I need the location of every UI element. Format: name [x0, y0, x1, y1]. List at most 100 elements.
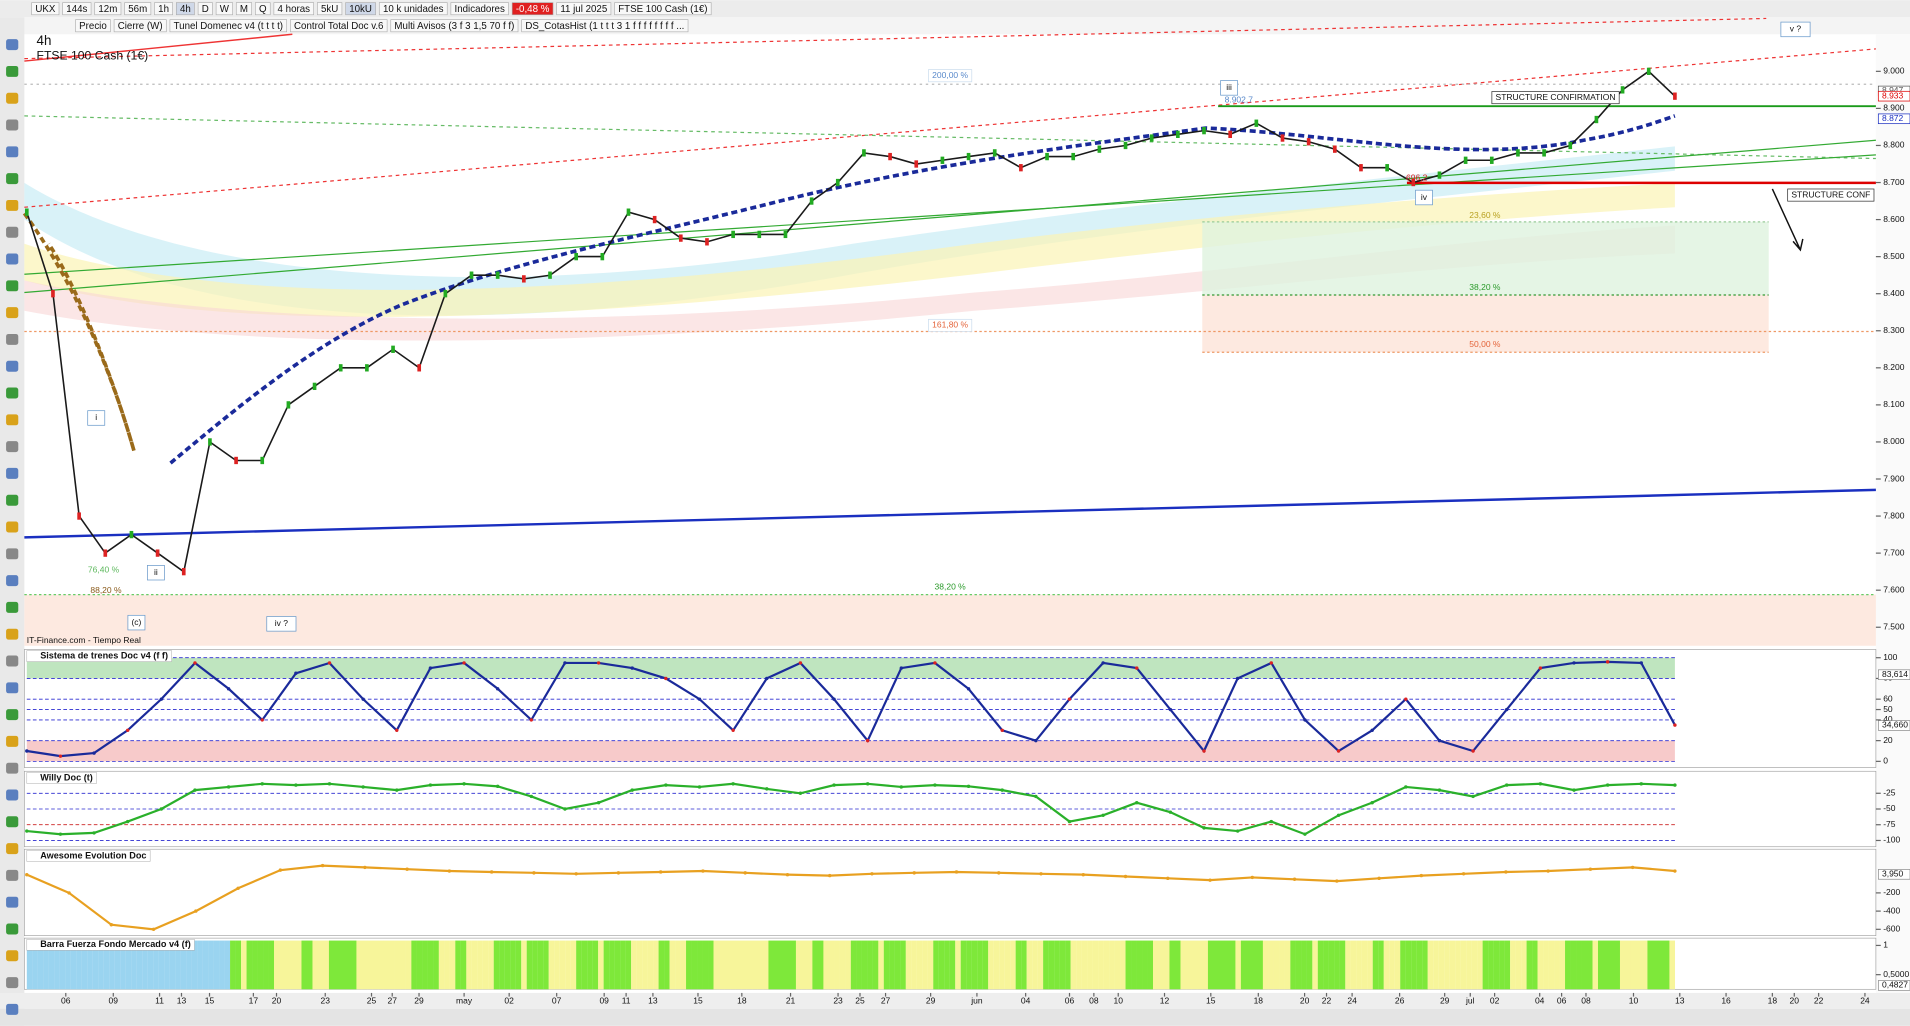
- oscillator-point: [327, 661, 332, 665]
- tool-icon[interactable]: [6, 467, 19, 479]
- tool-icon[interactable]: [6, 1003, 19, 1015]
- button[interactable]: [290, 19, 388, 33]
- button[interactable]: [317, 2, 343, 16]
- button-label[interactable]: 10kU: [349, 4, 372, 15]
- button[interactable]: [390, 19, 519, 33]
- tool-icon[interactable]: [6, 977, 19, 989]
- y-tick-label: 60: [1883, 693, 1893, 703]
- tool-icon[interactable]: [6, 199, 19, 211]
- tool-icon[interactable]: [6, 735, 19, 747]
- button[interactable]: [197, 2, 213, 16]
- button-label[interactable]: Indicadores: [455, 4, 505, 15]
- button-label[interactable]: 1h: [158, 4, 169, 15]
- button[interactable]: [154, 2, 173, 16]
- tool-icon[interactable]: [6, 333, 19, 345]
- tool-icon[interactable]: [6, 843, 19, 855]
- button-label[interactable]: 4 horas: [278, 4, 311, 15]
- tool-icon[interactable]: [6, 628, 19, 640]
- tool-icon[interactable]: [6, 655, 19, 667]
- button-label[interactable]: FTSE 100 Cash (1€): [618, 4, 707, 15]
- source: IT-Finance.com - Tiempo Real: [27, 635, 141, 645]
- tool-icon[interactable]: [6, 923, 19, 935]
- strength-bar: [900, 940, 906, 990]
- button[interactable]: [378, 2, 448, 16]
- button-label[interactable]: Q: [259, 4, 267, 15]
- tool-icon[interactable]: [6, 226, 19, 238]
- oscillator-point: [664, 676, 668, 681]
- tool-icon[interactable]: [6, 146, 19, 158]
- oscillator-point: [664, 783, 668, 787]
- tool-icon[interactable]: [6, 548, 19, 560]
- tool-icon[interactable]: [6, 253, 19, 265]
- strength-bar: [526, 940, 533, 990]
- button[interactable]: [235, 2, 252, 16]
- button[interactable]: [176, 2, 195, 16]
- button[interactable]: [75, 19, 111, 33]
- button-label[interactable]: Tunel Domenec v4 (t t t t): [174, 21, 283, 32]
- button-label[interactable]: Cierre (W): [118, 21, 163, 32]
- button[interactable]: [62, 2, 92, 16]
- tool-icon[interactable]: [6, 601, 19, 613]
- tool-icon[interactable]: [6, 414, 19, 426]
- tool-icon[interactable]: [6, 92, 19, 104]
- tool-icon[interactable]: [6, 39, 19, 51]
- button[interactable]: [450, 2, 509, 16]
- tool-icon[interactable]: [6, 119, 19, 131]
- tool-icon[interactable]: [6, 387, 19, 399]
- tool-icon[interactable]: [6, 173, 19, 185]
- button-label[interactable]: Multi Avisos (3 f 3 1,5 70 f f): [394, 21, 514, 32]
- strength-bar: [389, 940, 395, 990]
- button-label[interactable]: 11 jul 2025: [560, 4, 607, 15]
- strength-bar: [175, 940, 181, 990]
- strength-bar: [383, 940, 390, 990]
- button-label[interactable]: -0,48 %: [516, 4, 550, 15]
- tool-icon[interactable]: [6, 682, 19, 694]
- tool-icon[interactable]: [6, 789, 19, 801]
- strength-bar: [460, 940, 467, 990]
- tool-icon[interactable]: [6, 762, 19, 774]
- button-label[interactable]: 4h: [180, 4, 191, 15]
- button-label[interactable]: DS_CotasHist (1 t t t 3 1 f f f f f f f …: [525, 21, 684, 32]
- button[interactable]: [31, 2, 60, 16]
- button-label[interactable]: Precio: [79, 21, 107, 32]
- strength-bar: [1202, 940, 1209, 990]
- button-label[interactable]: 10 k unidades: [383, 4, 444, 15]
- tool-icon[interactable]: [6, 816, 19, 828]
- tool-icon[interactable]: [6, 950, 19, 962]
- button[interactable]: [273, 2, 314, 16]
- button[interactable]: [113, 19, 167, 33]
- tool-icon[interactable]: [6, 869, 19, 881]
- tool-icon[interactable]: [6, 280, 19, 292]
- tool-icon[interactable]: [6, 360, 19, 372]
- x-tick-label: 18: [1768, 996, 1778, 1006]
- button-label[interactable]: 144s: [66, 4, 87, 15]
- tool-icon[interactable]: [6, 494, 19, 506]
- button[interactable]: [255, 2, 271, 16]
- button[interactable]: [511, 2, 554, 16]
- button[interactable]: [345, 2, 376, 16]
- strength-bar: [295, 940, 302, 990]
- tool-icon[interactable]: [6, 307, 19, 319]
- button[interactable]: [614, 2, 712, 16]
- button[interactable]: [521, 19, 689, 33]
- button[interactable]: [215, 2, 233, 16]
- button-label[interactable]: 12m: [98, 4, 117, 15]
- button-label[interactable]: Control Total Doc v.6: [294, 21, 383, 32]
- tool-icon[interactable]: [6, 521, 19, 533]
- tool-icon[interactable]: [6, 709, 19, 721]
- button[interactable]: [124, 2, 152, 16]
- button[interactable]: [94, 2, 122, 16]
- button-label[interactable]: W: [220, 4, 230, 15]
- button-label[interactable]: M: [240, 4, 248, 15]
- button-label[interactable]: 56m: [128, 4, 147, 15]
- button[interactable]: [169, 19, 288, 33]
- button-label[interactable]: 5kU: [321, 4, 338, 15]
- button-label[interactable]: UKX: [35, 4, 56, 15]
- tool-icon[interactable]: [6, 896, 19, 908]
- oscillator-point: [1202, 826, 1206, 830]
- tool-icon[interactable]: [6, 441, 19, 453]
- tool-icon[interactable]: [6, 575, 19, 587]
- tool-icon[interactable]: [6, 65, 19, 77]
- button-label[interactable]: D: [202, 4, 209, 15]
- button[interactable]: [556, 2, 612, 16]
